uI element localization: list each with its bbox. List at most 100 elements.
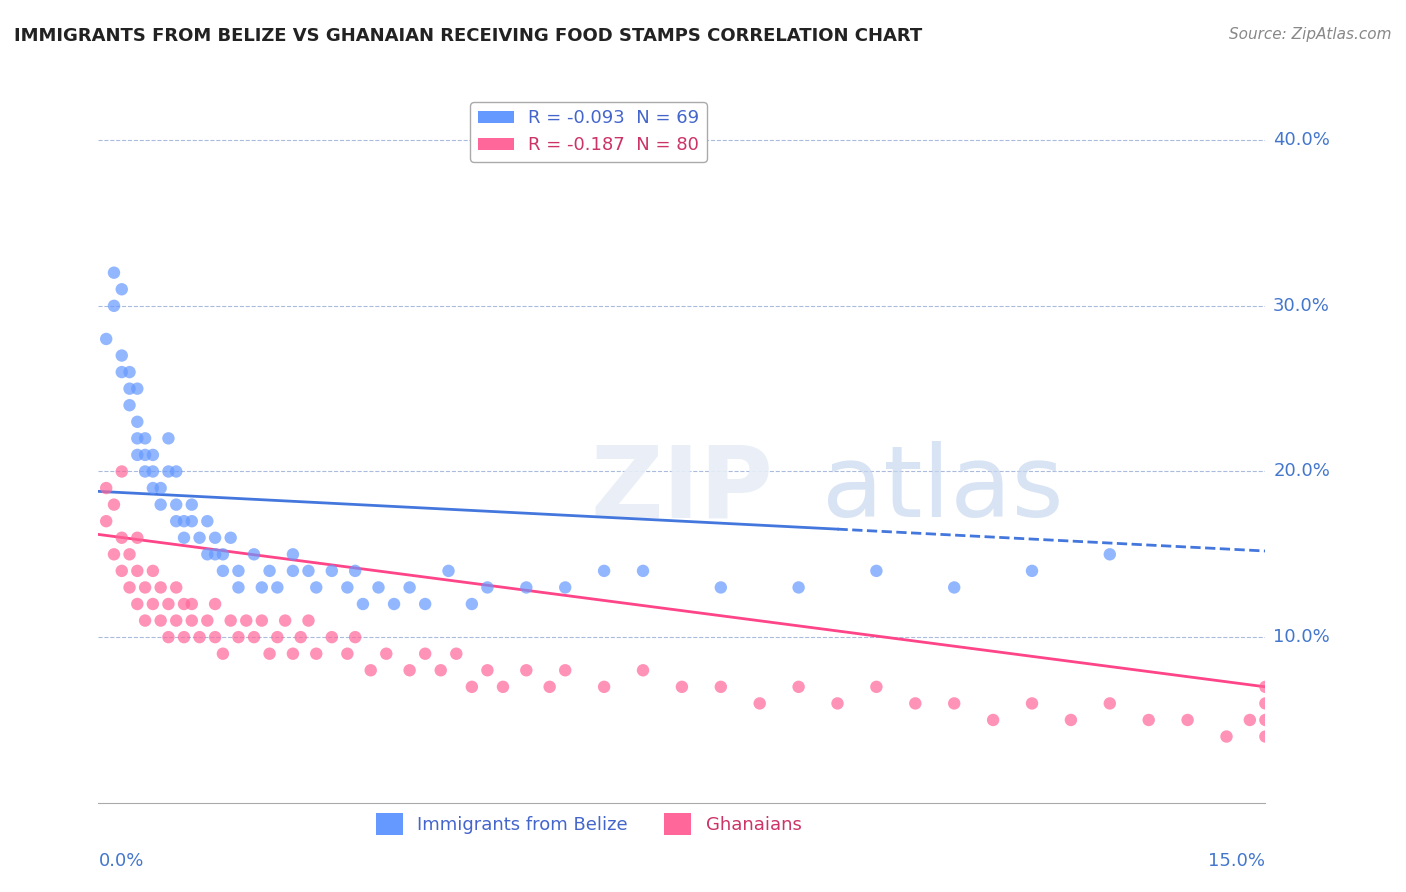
Point bbox=[142, 564, 165, 578]
Point bbox=[305, 647, 328, 661]
Point bbox=[1137, 713, 1160, 727]
Point bbox=[477, 663, 499, 677]
Point bbox=[134, 448, 156, 462]
Point bbox=[1177, 713, 1199, 727]
Point bbox=[710, 581, 733, 595]
Point bbox=[142, 465, 165, 479]
Point bbox=[118, 398, 141, 412]
Point bbox=[1098, 547, 1121, 561]
Point bbox=[103, 498, 125, 512]
Point bbox=[127, 431, 149, 445]
Point bbox=[413, 647, 436, 661]
Point bbox=[173, 597, 195, 611]
Point bbox=[111, 531, 134, 545]
Text: 30.0%: 30.0% bbox=[1274, 297, 1330, 315]
Point bbox=[344, 564, 367, 578]
Point bbox=[149, 481, 172, 495]
Point bbox=[204, 531, 226, 545]
Point bbox=[127, 415, 149, 429]
Point bbox=[142, 597, 165, 611]
Point bbox=[204, 630, 226, 644]
Point bbox=[195, 614, 218, 628]
Point bbox=[1060, 713, 1083, 727]
Point bbox=[250, 581, 273, 595]
Point bbox=[157, 465, 180, 479]
Point bbox=[492, 680, 515, 694]
Point bbox=[865, 680, 887, 694]
Point bbox=[157, 431, 180, 445]
Point bbox=[111, 365, 134, 379]
Point bbox=[111, 282, 134, 296]
Point bbox=[134, 431, 156, 445]
Point bbox=[259, 564, 281, 578]
Point bbox=[173, 630, 195, 644]
Point bbox=[904, 697, 927, 711]
Point bbox=[1215, 730, 1237, 744]
Point bbox=[157, 630, 180, 644]
Point bbox=[787, 581, 810, 595]
Point bbox=[981, 713, 1004, 727]
Point bbox=[413, 597, 436, 611]
Point bbox=[297, 564, 319, 578]
Point bbox=[103, 547, 125, 561]
Point bbox=[142, 481, 165, 495]
Point bbox=[446, 647, 468, 661]
Point bbox=[515, 581, 537, 595]
Point bbox=[188, 630, 211, 644]
Point bbox=[281, 647, 304, 661]
Point bbox=[127, 597, 149, 611]
Point bbox=[157, 597, 180, 611]
Point bbox=[96, 514, 118, 528]
Point bbox=[375, 647, 398, 661]
Point bbox=[96, 481, 118, 495]
Point bbox=[1254, 713, 1277, 727]
Point bbox=[212, 564, 235, 578]
Text: 10.0%: 10.0% bbox=[1274, 628, 1330, 646]
Point bbox=[297, 614, 319, 628]
Point bbox=[367, 581, 389, 595]
Point bbox=[204, 547, 226, 561]
Point bbox=[195, 547, 218, 561]
Point bbox=[321, 564, 343, 578]
Point bbox=[1098, 697, 1121, 711]
Point bbox=[266, 630, 288, 644]
Point bbox=[103, 266, 125, 280]
Point bbox=[127, 564, 149, 578]
Point bbox=[142, 448, 165, 462]
Point bbox=[219, 614, 242, 628]
Text: 0.0%: 0.0% bbox=[98, 853, 143, 871]
Point bbox=[103, 299, 125, 313]
Point bbox=[274, 614, 297, 628]
Point bbox=[748, 697, 770, 711]
Point bbox=[243, 630, 266, 644]
Point bbox=[865, 564, 887, 578]
Point bbox=[235, 614, 257, 628]
Text: atlas: atlas bbox=[823, 442, 1063, 538]
Point bbox=[538, 680, 561, 694]
Point bbox=[118, 382, 141, 396]
Point bbox=[180, 614, 202, 628]
Point bbox=[437, 564, 460, 578]
Point bbox=[165, 498, 187, 512]
Point bbox=[127, 382, 149, 396]
Point bbox=[360, 663, 382, 677]
Point bbox=[165, 465, 187, 479]
Point bbox=[554, 581, 576, 595]
Text: 40.0%: 40.0% bbox=[1274, 131, 1330, 149]
Point bbox=[219, 531, 242, 545]
Point bbox=[382, 597, 405, 611]
Point bbox=[321, 630, 343, 644]
Point bbox=[398, 663, 420, 677]
Point bbox=[787, 680, 810, 694]
Point bbox=[188, 531, 211, 545]
Point bbox=[111, 465, 134, 479]
Point bbox=[305, 581, 328, 595]
Point bbox=[180, 498, 202, 512]
Point bbox=[149, 498, 172, 512]
Point bbox=[1254, 680, 1277, 694]
Point bbox=[149, 614, 172, 628]
Point bbox=[461, 680, 484, 694]
Point bbox=[165, 514, 187, 528]
Text: 20.0%: 20.0% bbox=[1274, 462, 1330, 481]
Point bbox=[429, 663, 451, 677]
